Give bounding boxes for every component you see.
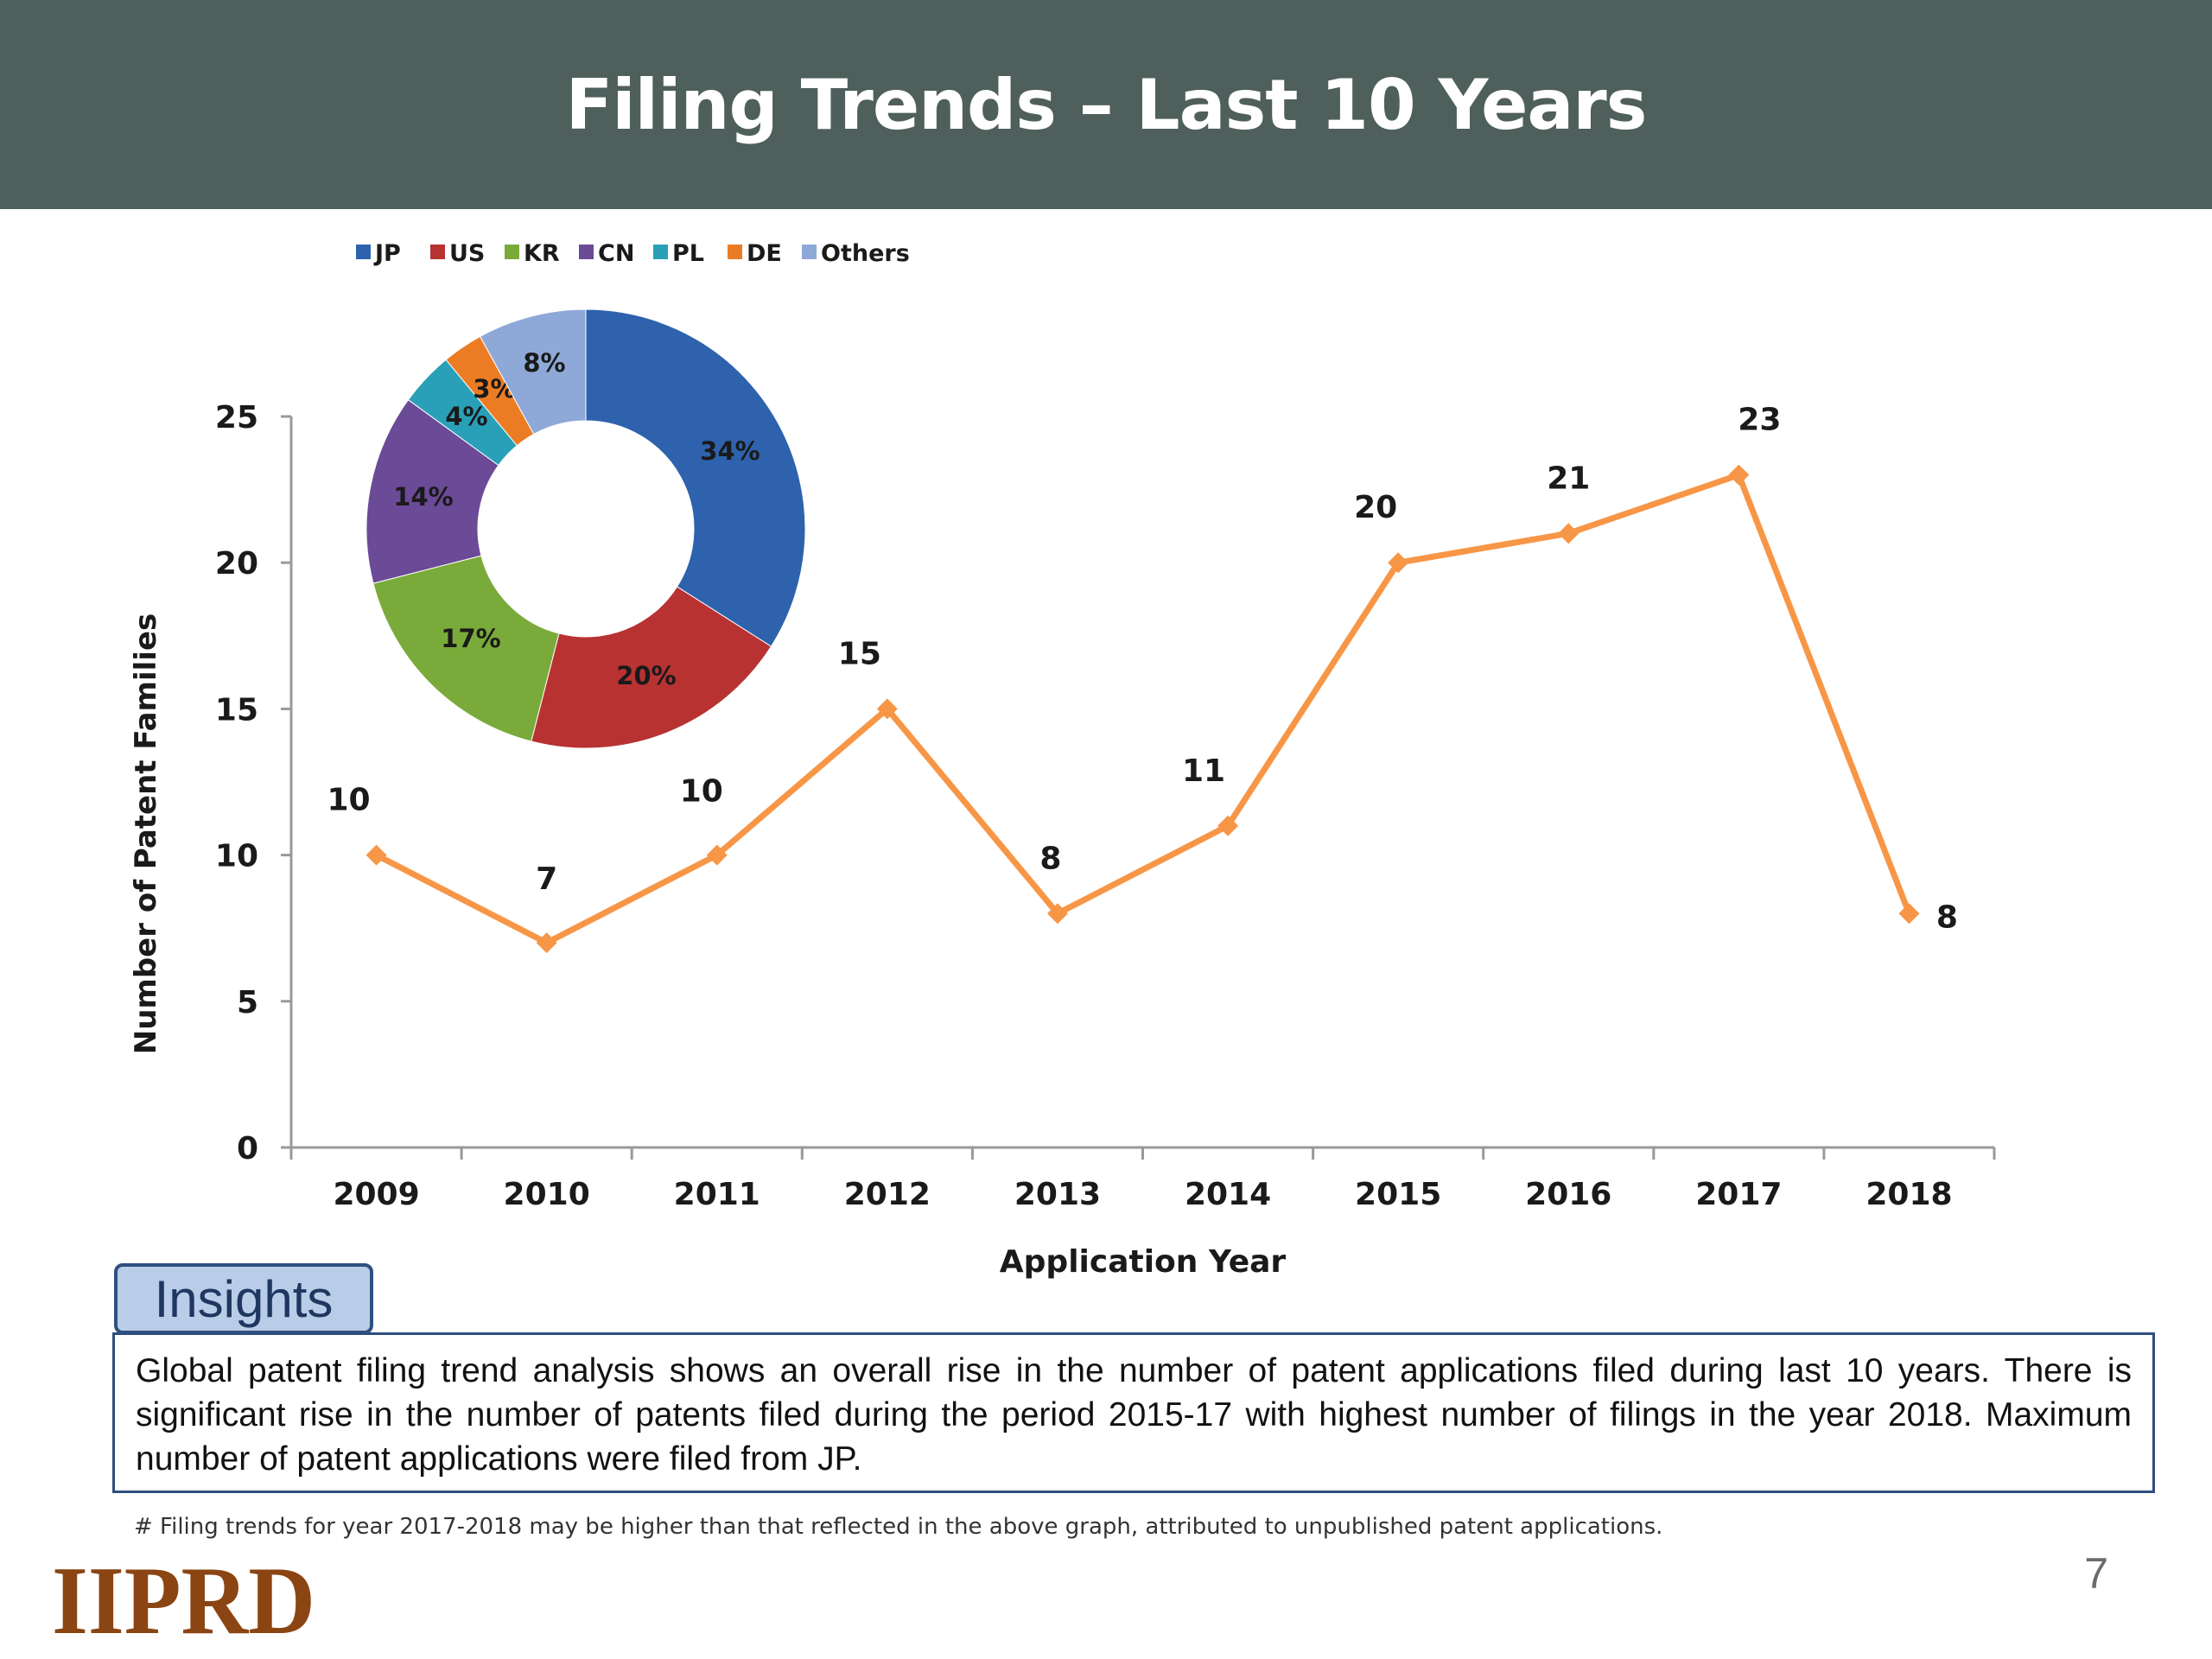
data-label: 10 xyxy=(327,783,370,818)
insights-label: Insights xyxy=(114,1263,373,1334)
legend-swatch xyxy=(430,245,445,259)
y-tick-label: 15 xyxy=(215,692,258,728)
slice-label: 14% xyxy=(393,482,453,512)
donut-chart: 34%20%17%14%4%3%8% xyxy=(365,308,806,749)
data-label: 11 xyxy=(1182,753,1225,789)
data-point-marker xyxy=(1388,552,1409,574)
data-point-marker xyxy=(1558,523,1580,544)
donut-legend: JP US KR CN PL DE Others xyxy=(356,240,910,267)
legend-swatch xyxy=(505,245,519,259)
x-axis-title: Application Year xyxy=(1000,1244,1287,1280)
donut-slice xyxy=(479,308,587,435)
footnote: # Filing trends for year 2017-2018 may b… xyxy=(134,1514,1663,1540)
data-point-marker xyxy=(1046,903,1068,925)
y-tick-label: 20 xyxy=(215,546,258,582)
slice-label: 4% xyxy=(445,402,487,431)
legend-swatch xyxy=(653,245,668,259)
logo-text: IIPRD xyxy=(52,1548,315,1642)
slide-header: Filing Trends – Last 10 Years xyxy=(0,0,2212,209)
slice-label: 8% xyxy=(523,348,565,378)
data-label: 10 xyxy=(680,774,723,810)
x-tick-label: 2015 xyxy=(1355,1177,1441,1212)
data-label: 21 xyxy=(1547,461,1590,496)
data-point-marker xyxy=(1728,464,1750,486)
legend-swatch xyxy=(579,245,594,259)
donut-slice xyxy=(372,555,560,742)
data-point-marker xyxy=(876,698,898,720)
legend-label: US xyxy=(449,240,485,267)
y-axis-title: Number of Patent Families xyxy=(129,613,163,1055)
x-tick-label: 2013 xyxy=(1014,1177,1101,1212)
slice-label: 34% xyxy=(700,436,760,466)
donut-slice xyxy=(585,308,806,647)
series-line xyxy=(374,472,1912,946)
y-tick-label: 10 xyxy=(215,839,258,874)
data-label: 15 xyxy=(838,636,881,671)
legend-label: PL xyxy=(672,240,704,267)
legend-label: CN xyxy=(598,240,634,267)
data-label: 8 xyxy=(1936,899,1958,935)
x-tick-label: 2018 xyxy=(1866,1177,1952,1212)
legend-swatch xyxy=(356,245,371,259)
iiprd-logo: IIPRD xyxy=(52,1548,315,1642)
x-tick-label: 2010 xyxy=(504,1177,590,1212)
y-tick-label: 5 xyxy=(237,985,258,1020)
data-label: 20 xyxy=(1354,490,1397,525)
line-series: 10 7 10 15 8 11 20 21 23 8 xyxy=(327,403,1958,954)
data-point-marker xyxy=(365,844,387,866)
x-tick-label: 2016 xyxy=(1525,1177,1611,1212)
x-tick-label: 2017 xyxy=(1695,1177,1782,1212)
data-point-marker xyxy=(1898,903,1920,925)
legend-label: JP xyxy=(373,240,401,267)
x-tick-label: 2012 xyxy=(844,1177,931,1212)
insights-text: Global patent filing trend analysis show… xyxy=(112,1332,2155,1493)
y-tick-label: 0 xyxy=(237,1131,258,1166)
legend-label: DE xyxy=(747,240,782,267)
donut-slice xyxy=(365,399,499,584)
data-label: 8 xyxy=(1039,841,1061,876)
x-tick-label: 2009 xyxy=(333,1177,419,1212)
legend-swatch xyxy=(802,245,817,259)
data-label: 23 xyxy=(1738,403,1781,438)
legend-swatch xyxy=(728,245,742,259)
legend-label: KR xyxy=(524,240,560,267)
page-number: 7 xyxy=(2084,1549,2108,1598)
slice-label: 20% xyxy=(616,661,676,690)
x-tick-label: 2011 xyxy=(674,1177,760,1212)
data-point-marker xyxy=(706,844,728,866)
y-tick-label: 25 xyxy=(215,400,258,435)
slide-title: Filing Trends – Last 10 Years xyxy=(565,64,1648,145)
legend-label: Others xyxy=(821,240,910,267)
x-tick-label: 2014 xyxy=(1185,1177,1271,1212)
data-label: 7 xyxy=(536,861,557,897)
donut-slice xyxy=(531,586,772,749)
data-point-marker xyxy=(536,932,557,954)
slice-label: 17% xyxy=(441,624,500,653)
data-point-marker xyxy=(1217,815,1239,836)
